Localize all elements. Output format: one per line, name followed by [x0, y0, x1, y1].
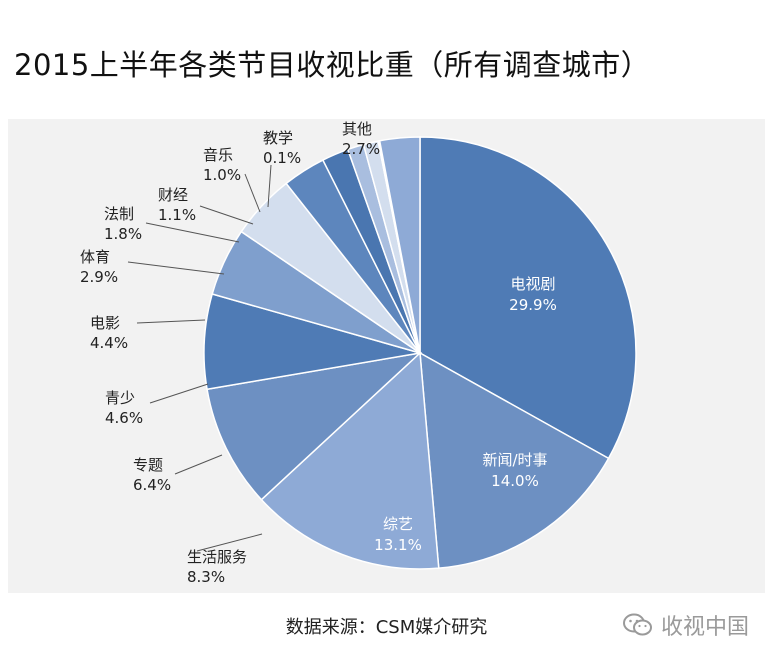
leader-line [267, 164, 272, 208]
slice-label: 13.1% [374, 536, 422, 554]
leader-lines [127, 164, 272, 552]
slice-label: 4.6% [105, 409, 143, 427]
leader-line [136, 319, 206, 324]
slice-label: 音乐 [203, 146, 233, 164]
slice-label: 新闻/时事 [482, 451, 547, 469]
leader-line [199, 205, 254, 225]
slice-label: 法制 [104, 205, 134, 223]
slice-label: 1.8% [104, 225, 142, 243]
pie-slice [419, 136, 637, 460]
data-source-note: 数据来源：CSM媒介研究 [285, 617, 488, 638]
pie-slice [378, 136, 421, 354]
pie-slice [419, 351, 610, 569]
slice-labels: 电视剧 29.9% 新闻/时事 14.0% 综艺 13.1% 生活服务 8.3% 专题 6.4% 青… [80, 120, 557, 586]
wechat-icon [622, 613, 652, 636]
slice-label: 专题 [133, 456, 163, 474]
slice-label: 体育 [80, 248, 110, 266]
slice-label: 1.1% [158, 206, 196, 224]
leader-line [149, 383, 209, 404]
slice-label: 综艺 [383, 515, 413, 533]
slice-label: 4.4% [90, 334, 128, 352]
leader-line [174, 454, 223, 475]
slice-label: 29.9% [509, 296, 557, 314]
pie-slices [203, 136, 637, 570]
chart-title: 2015上半年各类节目收视比重（所有调查城市） [14, 48, 651, 82]
slice-label: 1.0% [203, 166, 241, 184]
slice-label: 14.0% [491, 472, 539, 490]
watermark: 收视中国 [622, 609, 749, 641]
watermark-text: 收视中国 [660, 615, 749, 640]
slice-label: 青少 [105, 389, 135, 407]
leader-line [196, 533, 263, 552]
pie-slice [260, 351, 440, 570]
slice-label: 8.3% [187, 568, 225, 586]
leader-line [145, 222, 240, 243]
slice-label: 2.7% [342, 140, 380, 158]
slice-label: 电影 [90, 314, 120, 332]
slice-label: 教学 [263, 129, 293, 147]
slice-label: 0.1% [263, 149, 301, 167]
slice-label: 2.9% [80, 268, 118, 286]
slice-label: 财经 [158, 186, 188, 204]
slice-label: 生活服务 [187, 548, 247, 566]
leader-line [127, 261, 225, 275]
slice-label: 其他 [342, 120, 372, 138]
leader-line [244, 173, 261, 213]
pie-slice [206, 351, 423, 501]
slice-label: 电视剧 [510, 275, 555, 293]
slice-label: 6.4% [133, 476, 171, 494]
